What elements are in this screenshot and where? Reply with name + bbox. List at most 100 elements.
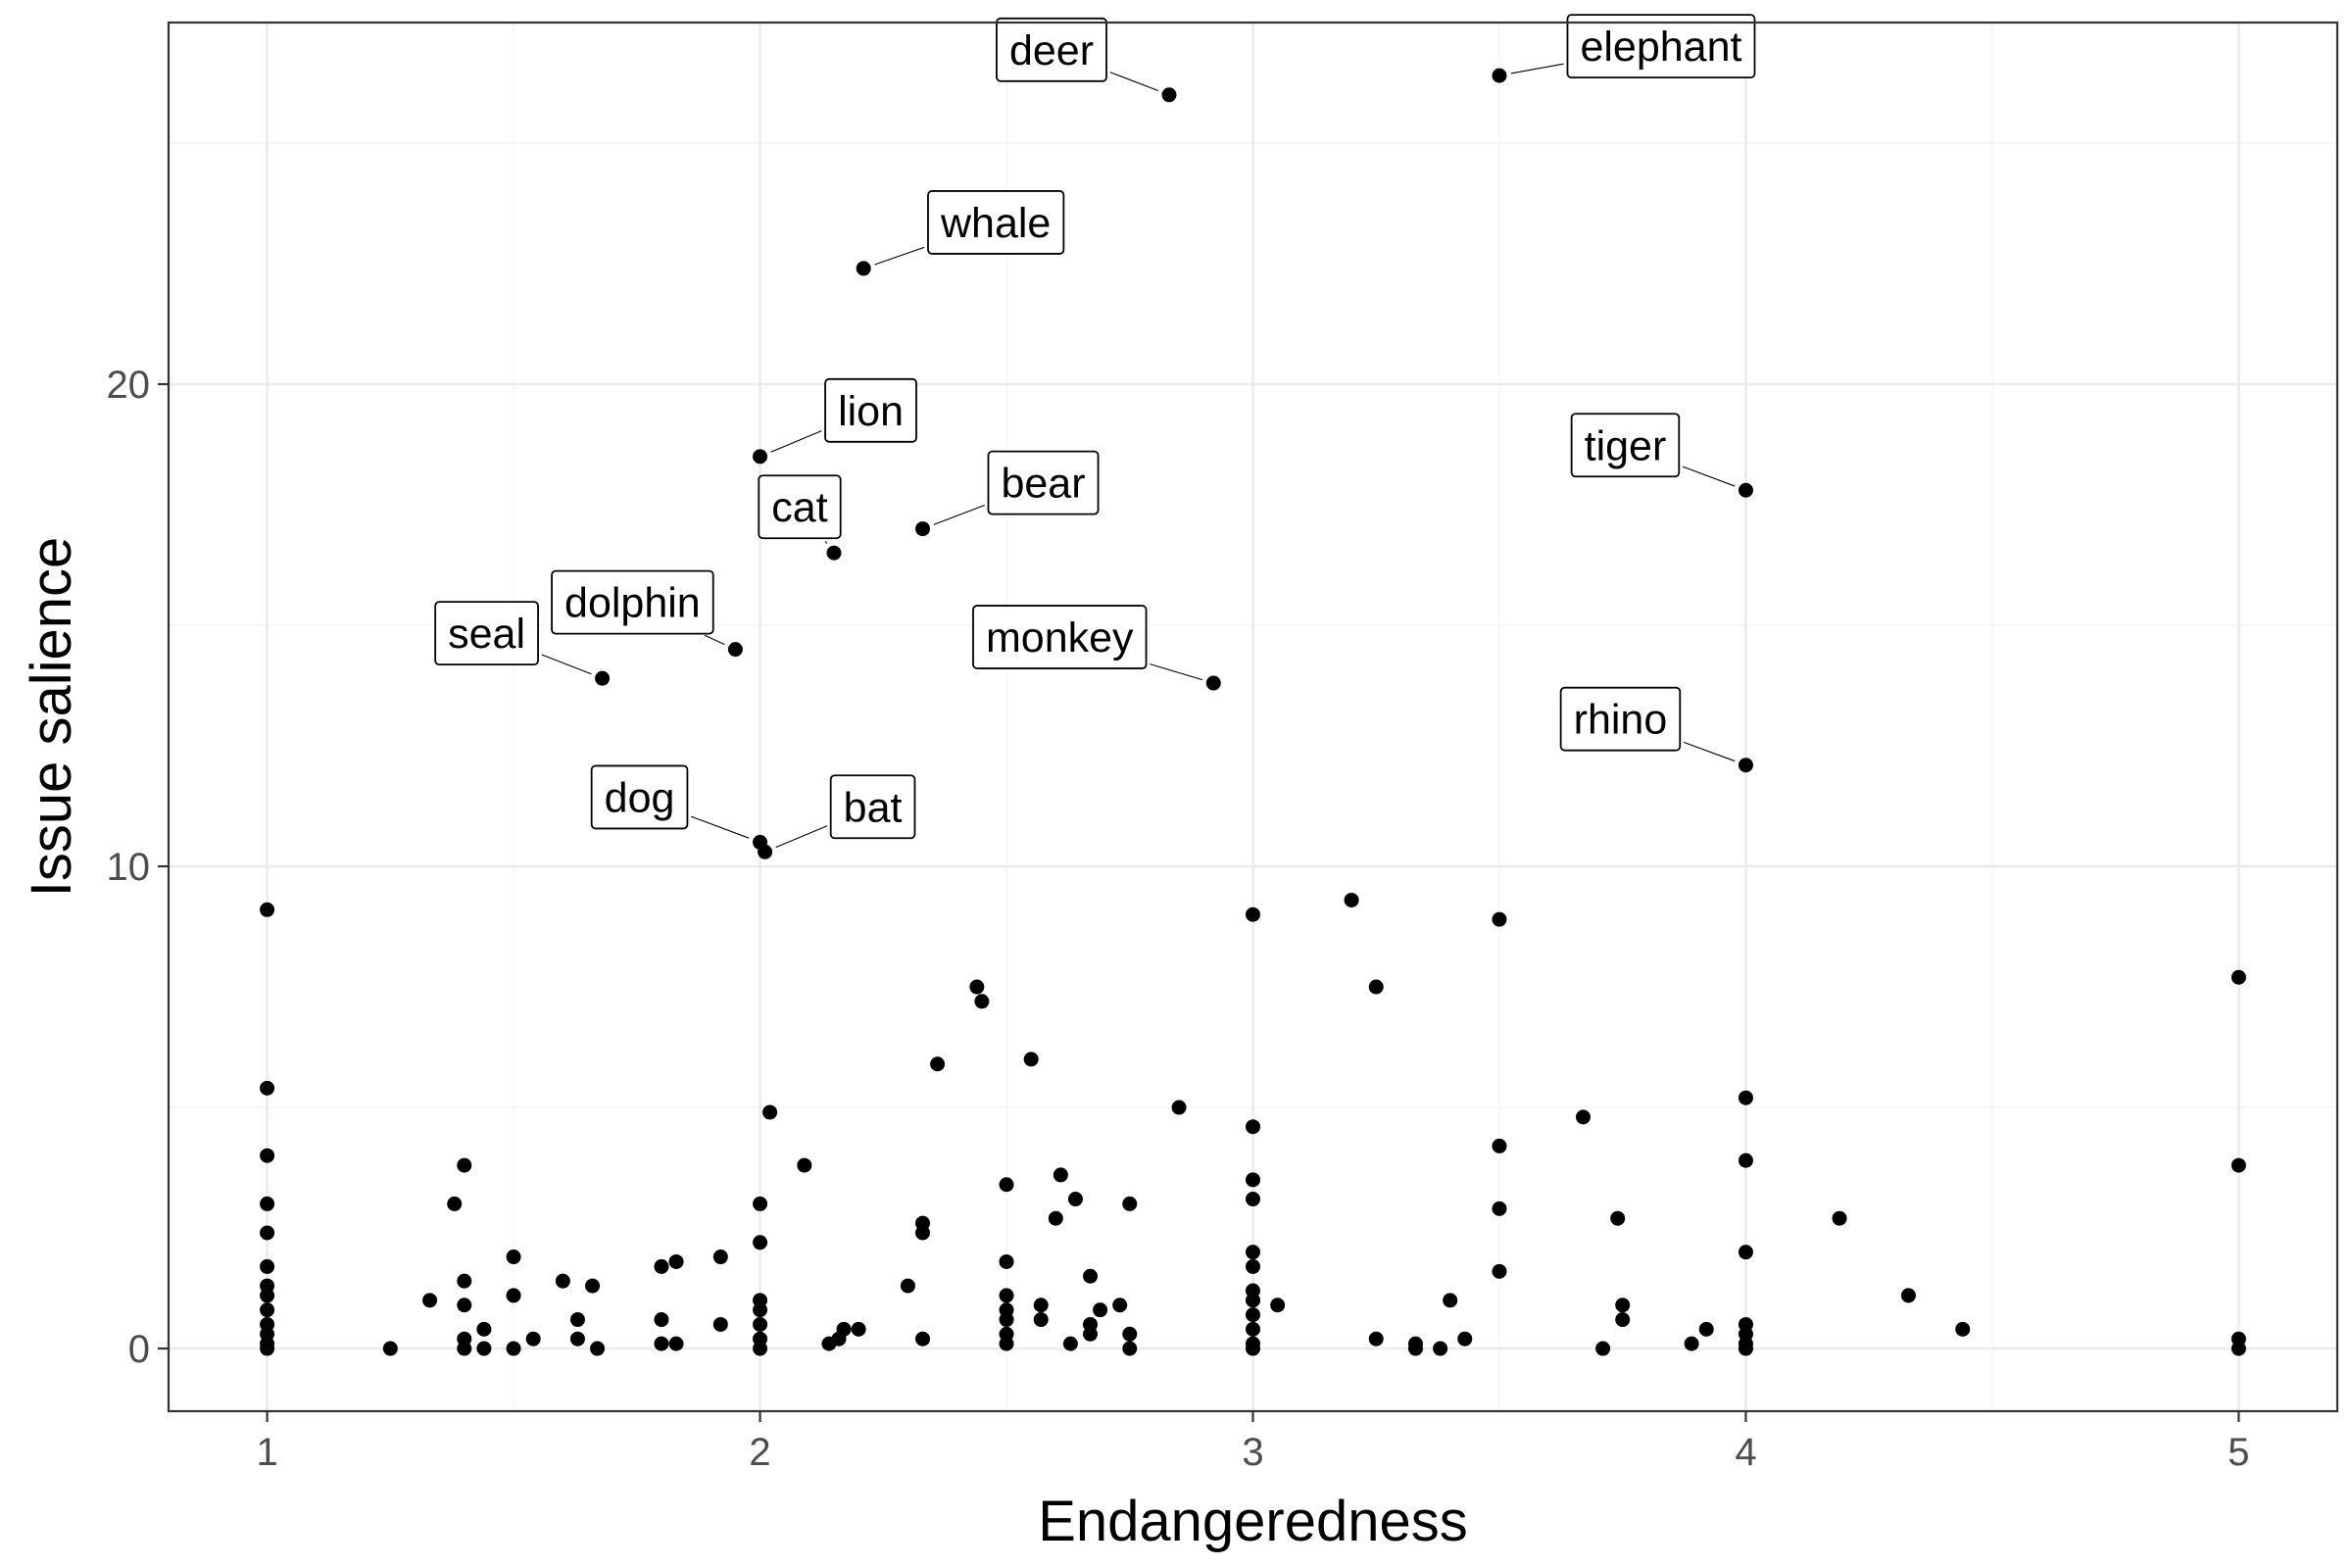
point (836, 1321, 852, 1337)
point (797, 1157, 812, 1173)
label-text-bear: bear (1001, 461, 1085, 508)
point (260, 1341, 275, 1356)
point (654, 1312, 669, 1328)
point (1368, 979, 1384, 995)
point (1033, 1312, 1049, 1328)
point-cat (826, 545, 842, 561)
label-box-dog (590, 764, 689, 830)
point (999, 1253, 1014, 1269)
point (260, 1225, 275, 1241)
point (260, 1080, 275, 1096)
point (999, 1177, 1014, 1193)
point (1684, 1336, 1699, 1351)
point-dolphin (727, 642, 743, 658)
point (590, 1341, 606, 1356)
point (654, 1336, 669, 1351)
point (712, 1250, 728, 1265)
point (2230, 1341, 2246, 1356)
label-box-seal (434, 601, 539, 666)
label-dog: dog (590, 764, 750, 839)
point (525, 1331, 541, 1347)
label-box-bat (829, 774, 916, 840)
point (753, 1341, 768, 1356)
point (915, 1331, 931, 1347)
point (1344, 892, 1359, 907)
point (1492, 1263, 1507, 1279)
point-tiger (1738, 482, 1753, 498)
label-text-seal: seal (448, 611, 525, 658)
point-bat (758, 844, 773, 859)
point (753, 1196, 768, 1211)
label-box-whale (927, 190, 1065, 255)
leader-line-monkey (1150, 663, 1202, 681)
point (1492, 1200, 1507, 1216)
point (668, 1253, 684, 1269)
leader-line-bear (933, 504, 985, 525)
point (1033, 1298, 1049, 1313)
point (260, 1288, 275, 1303)
point (1443, 1293, 1458, 1308)
point (1595, 1341, 1611, 1356)
point (1023, 1052, 1039, 1067)
label-box-dolphin (551, 569, 714, 635)
point (999, 1312, 1014, 1328)
point (1698, 1321, 1714, 1337)
x-axis-title: Endangeredness (1038, 1490, 1468, 1553)
point (1062, 1336, 1078, 1351)
point (1246, 1245, 1260, 1260)
point-monkey (1205, 675, 1221, 691)
point-whale (856, 261, 871, 276)
point-bear (915, 521, 931, 537)
y-tick-label: 20 (107, 364, 151, 407)
label-rhino: rhino (1559, 686, 1736, 762)
label-elephant: elephant (1510, 14, 1756, 79)
label-bear: bear (933, 450, 1100, 525)
point (930, 1056, 946, 1072)
y-axis-title: Issue salience (20, 537, 83, 898)
point (1900, 1288, 1916, 1303)
leader-line-whale (874, 246, 925, 266)
label-box-monkey (972, 605, 1148, 669)
point (422, 1293, 438, 1308)
point (1492, 1138, 1507, 1153)
x-tick-label: 2 (749, 1431, 770, 1474)
point (2230, 1157, 2246, 1173)
label-box-lion (824, 377, 917, 443)
label-box-bear (987, 450, 1100, 515)
label-box-tiger (1570, 413, 1681, 478)
label-text-lion: lion (838, 388, 904, 435)
point (1067, 1192, 1083, 1207)
point (753, 1302, 768, 1318)
x-tick-label: 1 (256, 1431, 277, 1474)
point (447, 1196, 463, 1211)
point (1246, 1119, 1260, 1135)
label-text-monkey: monkey (986, 614, 1134, 662)
point (382, 1341, 398, 1356)
point (1246, 906, 1260, 922)
leader-line-dog (690, 815, 750, 839)
leader-line-dolphin (704, 634, 725, 646)
point (969, 979, 985, 995)
point (506, 1341, 521, 1356)
point (712, 1316, 728, 1332)
point (1246, 1192, 1260, 1207)
point (1270, 1298, 1286, 1313)
point (1048, 1210, 1063, 1226)
point (1112, 1298, 1128, 1313)
point (260, 1196, 275, 1211)
x-tick-label: 3 (1242, 1431, 1263, 1474)
point (1407, 1341, 1423, 1356)
point (851, 1321, 866, 1337)
point (1615, 1312, 1631, 1328)
point (1246, 1321, 1260, 1337)
label-deer: deer (996, 17, 1158, 92)
label-lion: lion (770, 377, 917, 453)
point (585, 1278, 601, 1294)
label-text-rhino: rhino (1574, 697, 1668, 744)
point (915, 1225, 931, 1241)
point-labels: deer elephant whale lion bear cat tiger dolphin… (434, 14, 1756, 849)
point (2230, 969, 2246, 985)
x-tick-label: 4 (1735, 1431, 1756, 1474)
leader-line-cat (824, 541, 828, 544)
